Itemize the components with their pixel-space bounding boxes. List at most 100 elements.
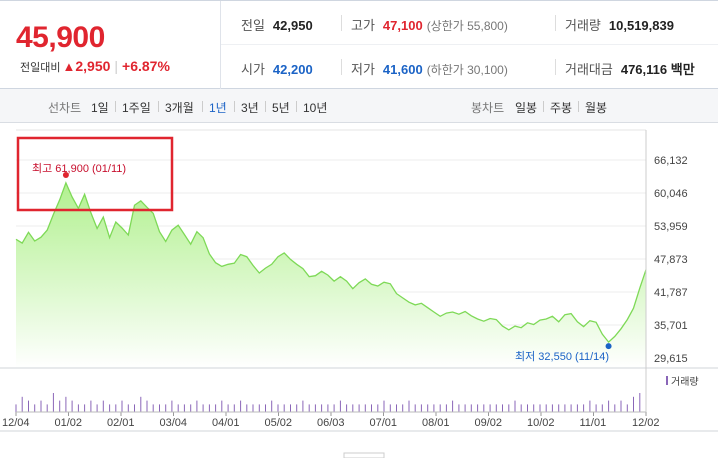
volume-bar [208,404,210,412]
volume-bar [177,404,179,412]
volume-bar [383,400,385,412]
volume-bar [52,393,54,412]
volume-bar [84,404,86,412]
volume-bar [620,400,622,412]
low-label: 저가 [351,62,375,77]
tab-weekly-candle[interactable]: 주봉 [550,101,573,115]
volume-bar [165,404,167,412]
bottom-tab-handle[interactable] [343,452,385,458]
tab-5y[interactable]: 5년 [272,101,290,115]
volume-bar [96,404,98,412]
volume-bar [576,404,578,412]
volume-bar [339,400,341,412]
chart-tabbar: 선차트 1일 1주일 3개월 1년 3년 5년 10년 봉차트 일봉 주봉 월봉 [0,89,718,123]
low-value: 41,600 [382,62,423,77]
tab-separator [202,101,203,112]
up-triangle-icon: ▲ [62,59,76,74]
tab-1d[interactable]: 1일 [91,101,109,115]
tab-separator [265,101,266,112]
volume-bar [21,396,23,412]
stats-row-2: 시가 42,200 저가 41,600 (하한가 30,100) 거래대금 476,11… [221,45,718,89]
tab-monthly-candle[interactable]: 월봉 [585,101,608,115]
x-tick-label: 07/01 [370,417,398,429]
volume-bar [464,404,466,412]
volume: 거래량 10,519,839 [565,15,674,34]
divider [341,59,342,75]
volume-bar [202,404,204,412]
volume-bar [477,404,479,412]
stats-row-1: 전일 42,950 고가 47,100 (상한가 55,800) 거래량 10,519,… [221,1,718,45]
volume-bar [109,404,111,412]
x-tick-label: 03/04 [160,417,188,429]
y-tick-label: 41,787 [654,287,688,299]
volume-bar [608,400,610,412]
volume-bar [15,404,17,412]
tab-3y[interactable]: 3년 [241,101,259,115]
volume-bar [314,404,316,412]
volume-bar [215,404,217,412]
trade-amount: 거래대금 476,116 백만 [565,59,695,78]
amount-label: 거래대금 [565,62,613,77]
volume-bar [271,400,273,412]
tab-10y[interactable]: 10년 [303,101,328,115]
tab-3m[interactable]: 3개월 [165,101,194,115]
x-tick-label: 04/01 [212,417,240,429]
volume-bar [59,400,61,412]
amount-value: 476,116 백만 [620,62,695,77]
volume-bar [146,400,148,412]
tab-separator [234,101,235,112]
prev-close: 전일 42,950 [241,15,313,34]
volume-bar [364,404,366,412]
volume-bar [28,400,29,412]
change-rate: +6.87% [122,58,170,74]
volume-bar [252,404,254,412]
volume-bar [514,400,516,412]
high-point-marker [62,171,69,178]
open-price: 시가 42,200 [241,59,313,78]
volume-bar [327,404,329,412]
change-value: 2,950 [75,58,111,74]
volume-bar [127,404,129,412]
volume-bar [358,404,360,412]
volume-bar [77,404,79,412]
volume-bar [46,404,48,412]
volume-bar [402,404,404,412]
volume-bar [452,400,454,412]
open-value: 42,200 [272,62,313,77]
x-tick-label: 01/02 [55,417,83,429]
volume-bar [539,404,541,412]
volume-bar [296,404,298,412]
tab-1y[interactable]: 1년 [209,101,227,115]
volume-legend-label: 거래량 [671,376,699,388]
volume-bar [439,404,441,412]
tab-separator [296,101,297,112]
x-tick-label: 06/03 [317,417,345,429]
volume-bar [134,404,135,412]
divider [555,15,556,31]
x-tick-label: 09/02 [475,417,503,429]
y-tick-label: 35,701 [654,320,688,332]
change-row: 전일대비 ▲2,950 | +6.87% [20,58,170,75]
line-chart-label: 선차트 [48,101,82,115]
x-tick-label: 05/02 [265,417,293,429]
x-tick-label: 10/02 [527,417,555,429]
x-tick-label: 02/01 [107,417,135,429]
volume-bar [352,404,354,412]
volume-bar [40,400,42,412]
volume-bar [614,404,616,412]
volume-bar [445,404,447,412]
volume-bar [564,404,566,412]
volume-bar [34,404,36,412]
high-label: 고가 [351,18,375,33]
tab-daily-candle[interactable]: 일봉 [515,101,538,115]
volume-bar [639,393,641,412]
tab-1w[interactable]: 1주일 [122,101,151,115]
volume-bar [140,396,142,412]
volume-bar [246,404,248,412]
volume-bar [283,404,285,412]
quote-panel: 45,900 전일대비 ▲2,950 | +6.87% 전일 42,950 고가 47,1… [0,0,718,89]
change-label: 전일대비 [20,62,61,74]
high-annotation: 최고 61,900 (01/11) [32,162,126,175]
volume-bar [527,404,528,412]
x-tick-label: 08/01 [422,417,450,429]
